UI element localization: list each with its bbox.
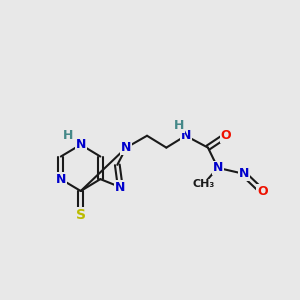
Text: N: N bbox=[181, 129, 191, 142]
Text: O: O bbox=[257, 185, 268, 198]
Text: CH₃: CH₃ bbox=[192, 179, 214, 189]
Text: S: S bbox=[76, 208, 86, 222]
Text: N: N bbox=[56, 172, 66, 186]
Text: H: H bbox=[63, 129, 74, 142]
Text: H: H bbox=[174, 119, 184, 132]
Text: N: N bbox=[213, 161, 223, 174]
Text: N: N bbox=[115, 181, 125, 194]
Text: O: O bbox=[220, 129, 231, 142]
Text: N: N bbox=[76, 138, 86, 151]
Text: N: N bbox=[121, 141, 131, 154]
Text: N: N bbox=[238, 167, 249, 180]
